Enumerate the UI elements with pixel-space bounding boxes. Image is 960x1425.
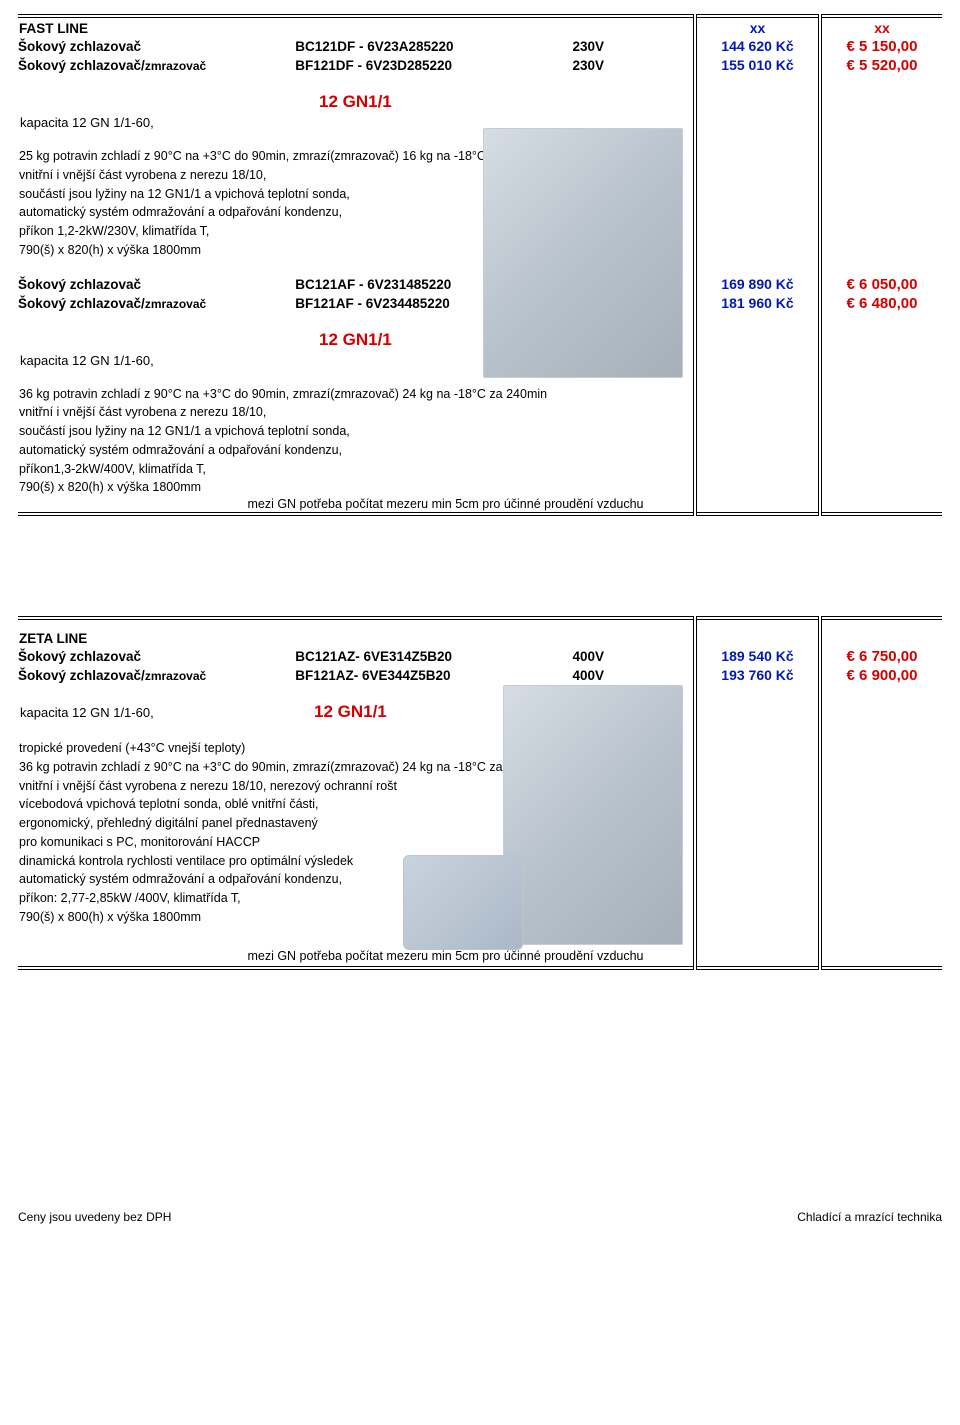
product-code: BF121DF - 6V23D285220 [295, 57, 572, 74]
footer-right: Chladící a mrazící technika [797, 1210, 942, 1224]
capacity-row: kapacita 12 GN 1/1-60, 12 GN1/1 tropické… [18, 685, 942, 968]
price-eur: € 6 750,00 [847, 648, 918, 665]
page-footer: Ceny jsou uvedeny bez DPH Chladící a mra… [18, 1210, 942, 1224]
product-row: Šokový zchlazovač/zmrazovač BF121AZ- 6VE… [18, 666, 942, 685]
capacity-title: 12 GN1/1 [319, 330, 392, 349]
product-image [503, 685, 683, 945]
desc-line: automatický systém odmražování a odpařov… [19, 441, 692, 460]
price-kc: 193 760 Kč [721, 667, 793, 683]
price-eur: € 5 150,00 [847, 38, 918, 55]
capacity-title: 12 GN1/1 [319, 92, 392, 111]
desc-line: příkon1,3-2kW/400V, klimatřída T, [19, 460, 692, 479]
capacity-label: kapacita 12 GN 1/1-60, [19, 686, 204, 723]
product-row: Šokový zchlazovač BC121DF - 6V23A285220 … [18, 37, 942, 56]
price-kc: 181 960 Kč [721, 295, 793, 311]
capacity-row: 12 GN1/1 kapacita 12 GN 1/1-60, [18, 313, 942, 370]
product-image [483, 128, 683, 378]
product-name: Šokový zchlazovač [18, 38, 295, 55]
section-title: FAST LINE [19, 21, 88, 36]
xx-left: xx [750, 20, 766, 36]
price-eur: € 6 480,00 [847, 295, 918, 312]
section-title: ZETA LINE [19, 631, 87, 646]
price-kc: 155 010 Kč [721, 57, 793, 73]
price-eur: € 6 900,00 [847, 667, 918, 684]
desc-line: 36 kg potravin zchladí z 90°C na +3°C do… [19, 385, 692, 404]
footer-left: Ceny jsou uvedeny bez DPH [18, 1210, 171, 1224]
section-zeta-line: ZETA LINE Šokový zchlazovač BC121AZ- 6VE… [18, 616, 942, 970]
product-volt: 400V [572, 667, 693, 684]
note: mezi GN potřeba počítat mezeru min 5cm p… [19, 497, 692, 511]
product-name: Šokový zchlazovač [18, 276, 295, 293]
price-kc: 169 890 Kč [721, 276, 793, 292]
product-name: Šokový zchlazovač/ [18, 296, 145, 311]
price-eur: € 5 520,00 [847, 57, 918, 74]
product-code: BF121AZ- 6VE344Z5B20 [295, 667, 572, 684]
title-row: ZETA LINE [18, 630, 942, 647]
product-row: Šokový zchlazovač/zmrazovač BF121DF - 6V… [18, 56, 942, 75]
desc-line: 790(š) x 820(h) x výška 1800mm [19, 478, 692, 497]
price-kc: 144 620 Kč [721, 38, 793, 54]
product-name: Šokový zchlazovač/ [18, 58, 145, 73]
xx-right: xx [874, 20, 890, 36]
spacer [18, 618, 942, 630]
product-sub: zmrazovač [145, 297, 206, 311]
header-row: FAST LINE xx xx [18, 16, 942, 37]
desc-row: 36 kg potravin zchladí z 90°C na +3°C do… [18, 370, 942, 515]
capacity-title: 12 GN1/1 [314, 702, 387, 721]
panel-image [403, 855, 523, 950]
price-kc: 189 540 Kč [721, 648, 793, 664]
product-row: Šokový zchlazovač BC121AZ- 6VE314Z5B20 4… [18, 647, 942, 666]
product-volt: 400V [572, 648, 693, 665]
product-volt: 230V [572, 38, 693, 55]
product-name: Šokový zchlazovač [18, 648, 295, 665]
spacer [18, 261, 942, 275]
product-sub: zmrazovač [145, 59, 206, 73]
product-name: Šokový zchlazovač/ [18, 668, 145, 683]
desc-line: součástí jsou lyžiny na 12 GN1/1 a vpich… [19, 422, 692, 441]
desc-line: vnitřní i vnější část vyrobena z nerezu … [19, 403, 692, 422]
capacity-row: 12 GN1/1 kapacita 12 GN 1/1-60, [18, 75, 942, 132]
product-volt: 230V [572, 57, 693, 74]
product-row: Šokový zchlazovač BC121AF - 6V231485220 … [18, 275, 942, 294]
desc-row: 25 kg potravin zchladí z 90°C na +3°C do… [18, 132, 942, 261]
section-fast-line: FAST LINE xx xx Šokový zchlazovač BC121D… [18, 14, 942, 516]
product-row: Šokový zchlazovač/zmrazovač BF121AF - 6V… [18, 294, 942, 313]
price-eur: € 6 050,00 [847, 276, 918, 293]
product-code: BC121DF - 6V23A285220 [295, 38, 572, 55]
product-sub: zmrazovač [145, 669, 206, 683]
product-code: BC121AZ- 6VE314Z5B20 [295, 648, 572, 665]
